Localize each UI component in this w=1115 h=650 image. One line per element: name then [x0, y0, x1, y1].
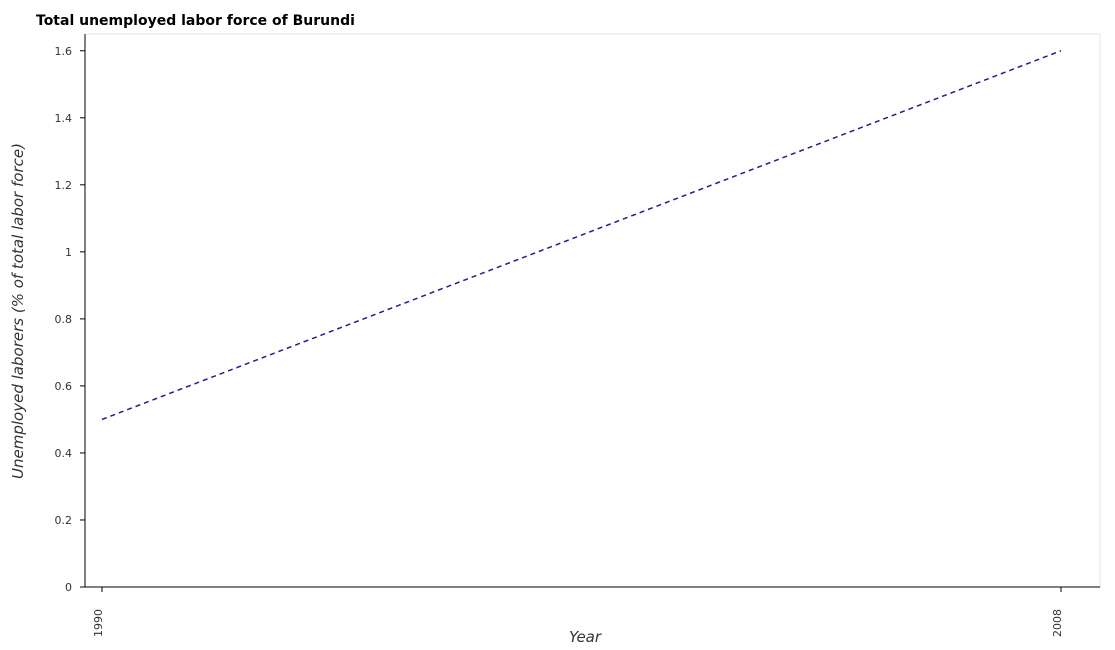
y-tick-label: 0.4 [55, 447, 73, 460]
x-tick-label: 2008 [1051, 609, 1064, 637]
chart-title: Total unemployed labor force of Burundi [36, 13, 355, 29]
y-axis-label: Unemployed laborers (% of total labor fo… [9, 143, 27, 479]
y-tick-label: 0.6 [55, 380, 73, 393]
x-axis-label: Year [569, 628, 602, 646]
y-tick-label: 0 [65, 581, 72, 594]
y-tick-label: 1 [65, 246, 72, 259]
y-tick-label: 0.8 [55, 313, 73, 326]
x-axis-ticks: 1990 2008 [92, 587, 1064, 637]
series-layer [101, 50, 1062, 421]
series-line [101, 50, 1062, 421]
y-tick-label: 0.2 [55, 514, 73, 527]
y-axis-ticks: 0 0.2 0.4 0.6 0.8 1 1.2 1.4 1.6 [55, 45, 85, 594]
y-tick-label: 1.2 [55, 179, 73, 192]
y-tick-label: 1.4 [55, 112, 73, 125]
y-tick-label: 1.6 [55, 45, 73, 58]
plot-frame [84, 33, 1101, 588]
x-tick-label: 1990 [92, 609, 105, 637]
